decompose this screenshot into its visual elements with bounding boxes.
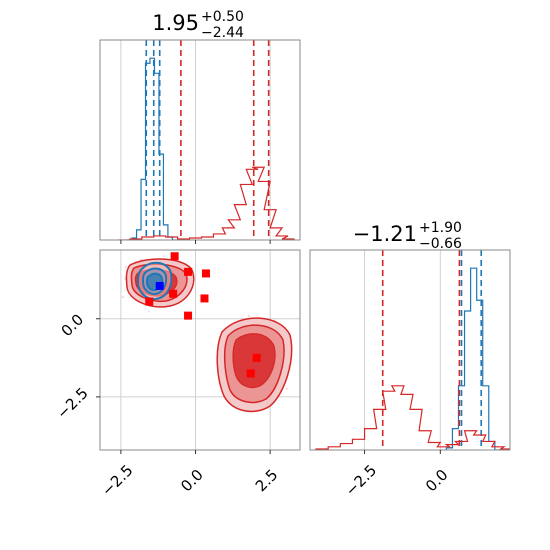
scatter-point — [122, 296, 125, 299]
x-tick-label: 0.0 — [177, 466, 207, 496]
panel-top-title-plus: +0.50 — [201, 9, 244, 25]
scatter-point — [247, 314, 250, 317]
x-tick-label: −2.5 — [98, 461, 136, 499]
panel-top-marginal: 1.95 +0.50 −2.44 — [99, 9, 301, 244]
panel-2d-frame — [99, 249, 301, 451]
red-square-marker — [145, 297, 154, 306]
panel-top-histograms — [117, 40, 295, 240]
histogram-series — [315, 385, 510, 450]
panel-2d-density-plot — [122, 252, 293, 413]
scatter-point — [124, 265, 127, 268]
panel-2d-contours: −2.5 0.0 2.5 0.0 −2.5 — [53, 249, 301, 500]
scatter-point — [147, 310, 150, 313]
panel-top-title-value: 1.95 — [152, 11, 199, 35]
histogram-series — [127, 57, 177, 240]
red-square-marker — [252, 353, 261, 362]
x-tick-label: 0.0 — [422, 466, 452, 496]
panel-right-frame — [309, 249, 511, 451]
y-tick-label: −2.5 — [53, 384, 91, 422]
x-tick-label: 2.5 — [252, 466, 282, 496]
panel-right-ticks: −2.5 0.0 — [342, 450, 452, 500]
red-square-marker — [200, 294, 209, 303]
panel-right-title-minus: −0.66 — [419, 236, 462, 252]
panel-right-title-value: −1.21 — [353, 222, 417, 246]
red-square-marker — [201, 269, 210, 278]
red-square-marker — [184, 267, 193, 276]
scatter-point — [124, 277, 127, 280]
panel-top-title-minus: −2.44 — [201, 25, 244, 41]
panel-right-histograms — [315, 250, 510, 450]
histogram-series — [117, 166, 295, 240]
panel-right-title-plus: +1.90 — [419, 220, 462, 236]
red-square-marker — [169, 289, 178, 298]
panel-right-marginal: −2.5 0.0 −1.21 +1.90 −0.66 — [309, 220, 511, 500]
red-square-marker — [184, 311, 193, 320]
blue-square-marker — [155, 281, 164, 290]
scatter-point — [163, 255, 166, 258]
red-square-marker — [246, 369, 255, 378]
y-tick-label: 0.0 — [58, 310, 88, 340]
histogram-series — [445, 267, 501, 450]
red-square-marker — [170, 252, 179, 261]
scatter-point — [285, 387, 288, 390]
panel-top-ticks — [120, 240, 271, 244]
x-tick-label: −2.5 — [342, 461, 380, 499]
panel-2d-markers — [145, 252, 261, 378]
panel-top-gridlines — [120, 40, 271, 240]
panel-right-gridlines — [364, 250, 441, 450]
panel-top-frame — [99, 39, 301, 241]
